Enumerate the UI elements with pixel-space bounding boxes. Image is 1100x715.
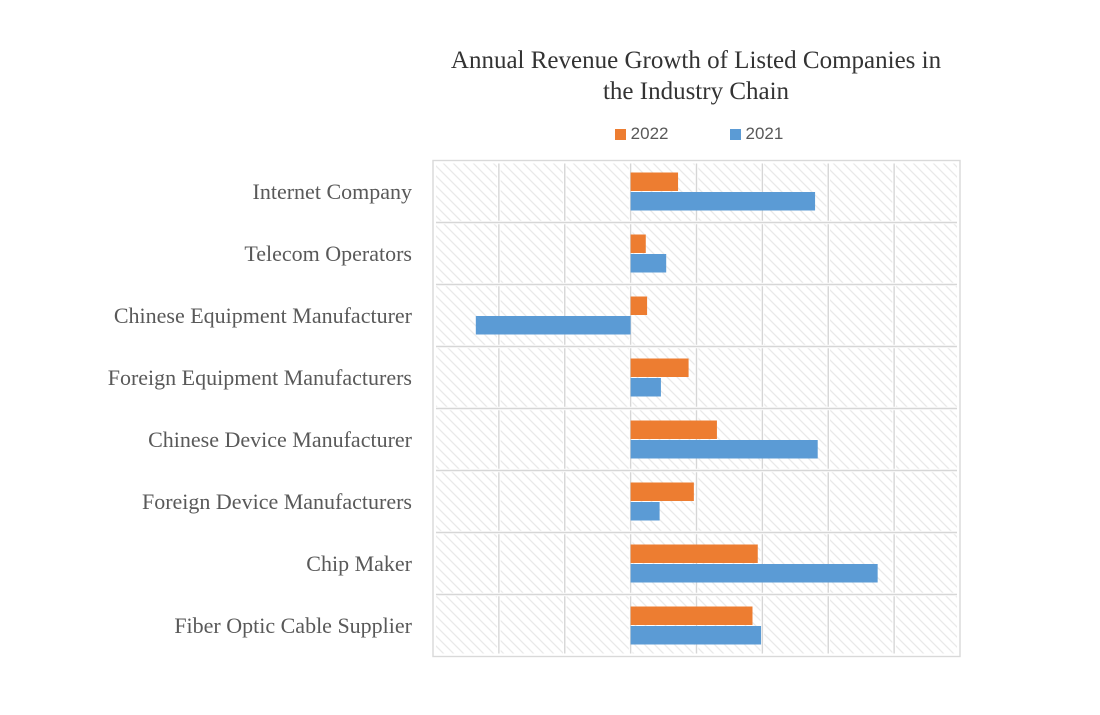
chart-title: Annual Revenue Growth of Listed Companie… bbox=[296, 45, 1096, 107]
legend-swatch-2022 bbox=[614, 128, 626, 140]
bars bbox=[475, 172, 878, 645]
bar-2021-chip-maker bbox=[630, 564, 878, 583]
bar-2021-chinese-equipment-manufacturer bbox=[475, 316, 631, 335]
bar-2022-telecom-operators bbox=[630, 234, 646, 253]
legend-label-2021: 2021 bbox=[745, 124, 784, 143]
bar-2022-chinese-device-manufacturer bbox=[630, 420, 717, 439]
bar-2022-chip-maker bbox=[630, 544, 758, 563]
chart-title-line-1: Annual Revenue Growth of Listed Companie… bbox=[450, 47, 942, 74]
legend-item-2021: 2021 bbox=[729, 124, 784, 144]
legend-swatch-2021 bbox=[729, 128, 741, 140]
bar-2022-fiber-optic-cable-supplier bbox=[630, 606, 753, 625]
plot-border bbox=[432, 159, 961, 658]
chart-title-line-2: the Industry Chain bbox=[602, 78, 790, 105]
plot-border-halo bbox=[433, 160, 960, 657]
bar-2021-internet-company bbox=[630, 192, 816, 211]
bar-2022-chinese-equipment-manufacturer bbox=[630, 296, 648, 315]
legend-label-2022: 2022 bbox=[630, 124, 669, 143]
bar-2021-fiber-optic-cable-supplier bbox=[630, 626, 762, 645]
chart-legend: 2022 2021 bbox=[299, 123, 1099, 145]
legend-item-2022: 2022 bbox=[614, 124, 669, 144]
bar-2021-foreign-device-manufacturers bbox=[630, 502, 660, 521]
bar-2021-telecom-operators bbox=[630, 254, 667, 273]
bar-2022-foreign-equipment-manufacturers bbox=[630, 358, 689, 377]
bar-2021-foreign-equipment-manufacturers bbox=[630, 378, 661, 397]
bar-2021-chinese-device-manufacturer bbox=[630, 440, 818, 459]
bar-2022-internet-company bbox=[630, 172, 679, 191]
bar-2022-foreign-device-manufacturers bbox=[630, 482, 694, 501]
